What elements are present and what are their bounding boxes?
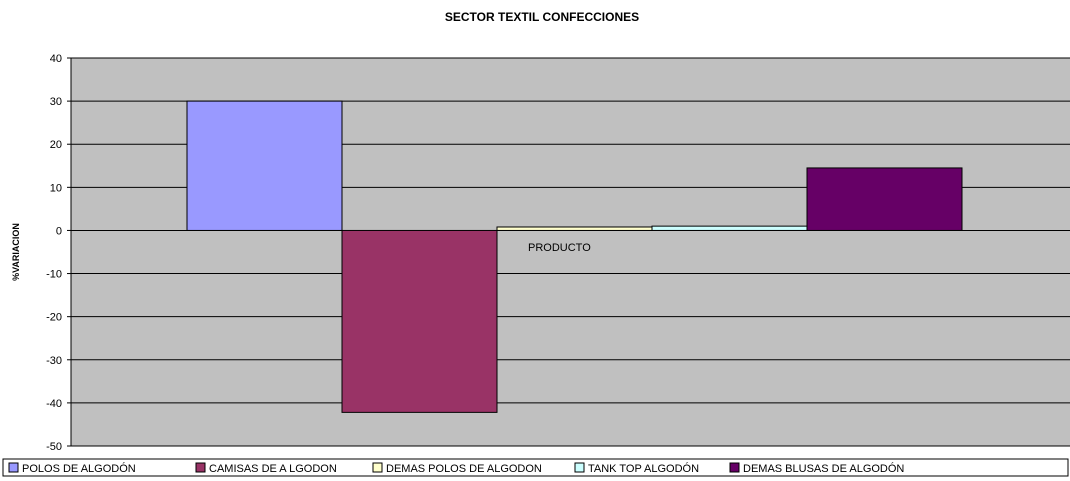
x-axis-label: PRODUCTO bbox=[528, 242, 591, 254]
legend-swatch-3 bbox=[372, 462, 383, 473]
legend-swatch-4 bbox=[574, 462, 585, 473]
y-tick-label: 30 bbox=[50, 96, 62, 108]
legend-label-3: DEMAS POLOS DE ALGODON bbox=[386, 463, 542, 475]
bar-1 bbox=[186, 100, 343, 231]
y-tick-label: 0 bbox=[56, 225, 62, 237]
legend-box bbox=[2, 458, 1069, 477]
bar-5 bbox=[806, 167, 963, 231]
legend-swatch-2 bbox=[195, 462, 206, 473]
y-tick-label: 10 bbox=[50, 182, 62, 194]
legend-label-5: DEMAS BLUSAS DE ALGODÓN bbox=[743, 462, 904, 475]
bar-2 bbox=[341, 229, 498, 413]
legend-label-2: CAMISAS DE A LGODON bbox=[209, 463, 337, 475]
y-tick-label: -20 bbox=[46, 312, 62, 324]
bar-3 bbox=[496, 226, 653, 231]
y-tick-label: -50 bbox=[46, 441, 62, 453]
legend: POLOS DE ALGODÓN CAMISAS DE A LGODON DEMAS… bbox=[8, 462, 904, 475]
bar-4 bbox=[651, 225, 808, 231]
legend-label-1: POLOS DE ALGODÓN bbox=[22, 462, 136, 475]
y-tick-label: 40 bbox=[50, 53, 62, 65]
y-tick-label: 20 bbox=[50, 139, 62, 151]
legend-swatch-1 bbox=[8, 462, 19, 473]
y-tick-label: -30 bbox=[46, 355, 62, 367]
legend-swatch-5 bbox=[729, 462, 740, 473]
bars bbox=[186, 100, 963, 413]
legend-label-4: TANK TOP ALGODÓN bbox=[588, 462, 699, 475]
chart-title: SECTOR TEXTIL CONFECCIONES bbox=[445, 10, 639, 24]
y-tick-label: -10 bbox=[46, 269, 62, 281]
y-axis: 40 30 20 10 0 -10 -20 -30 -40 -50 bbox=[46, 53, 72, 453]
y-axis-label: %VARIACION bbox=[11, 223, 21, 281]
y-tick-label: -40 bbox=[46, 398, 62, 410]
